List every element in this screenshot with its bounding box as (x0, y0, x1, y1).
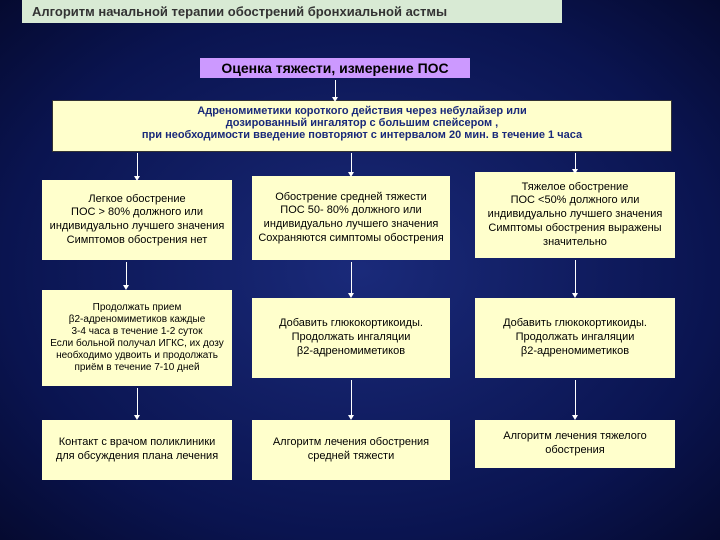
arrow-8 (351, 380, 352, 416)
arrow-7 (137, 388, 138, 416)
severe-severity-box: Тяжелое обострениеПОС <50% должного или … (475, 172, 675, 258)
page-title: Алгоритм начальной терапии обострений бр… (22, 0, 562, 23)
moderate-action-box: Добавить глюкокортикоиды. Продолжать инг… (252, 298, 450, 378)
initial-treatment-box: Адреномиметики короткого действия через … (52, 100, 672, 152)
arrow-9 (575, 380, 576, 416)
arrow-3 (575, 153, 576, 170)
moderate-severity-box: Обострение средней тяжестиПОС 50- 80% до… (252, 176, 450, 260)
severe-followup-box: Алгоритм лечения тяжелого обострения (475, 420, 675, 468)
mild-action-box: Продолжать приемβ2-адреномиметиков кажды… (42, 290, 232, 386)
assessment-box: Оценка тяжести, измерение ПОС (200, 58, 470, 78)
arrow-6 (575, 260, 576, 294)
arrow-1 (137, 153, 138, 177)
mild-followup-box: Контакт с врачом поликлиникидля обсужден… (42, 420, 232, 480)
arrow-0 (335, 80, 336, 98)
moderate-followup-box: Алгоритм лечения обострениясредней тяжес… (252, 420, 450, 480)
mild-severity-box: Легкое обострениеПОС > 80% должного или … (42, 180, 232, 260)
arrow-4 (126, 262, 127, 286)
arrow-2 (351, 153, 352, 173)
severe-action-box: Добавить глюкокортикоиды. Продолжать инг… (475, 298, 675, 378)
arrow-5 (351, 262, 352, 294)
